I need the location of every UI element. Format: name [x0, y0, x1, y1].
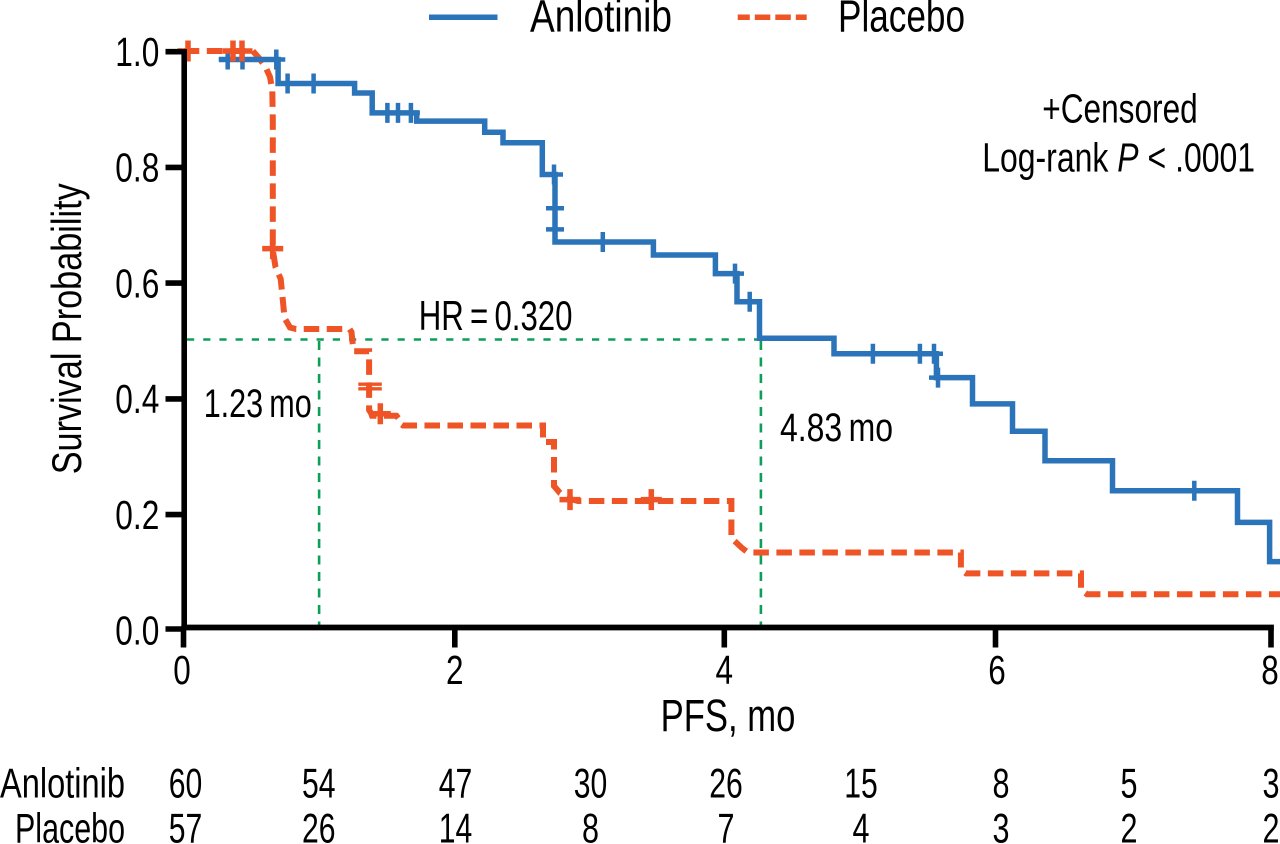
svg-text:Anlotinib: Anlotinib — [530, 0, 672, 42]
svg-text:6: 6 — [988, 647, 1006, 693]
svg-text:< .0001: < .0001 — [1148, 134, 1256, 180]
svg-text:54: 54 — [302, 760, 336, 807]
svg-text:57: 57 — [169, 805, 203, 844]
svg-text:P: P — [1117, 134, 1139, 180]
svg-text:3: 3 — [993, 805, 1010, 844]
svg-text:+Censored: +Censored — [1042, 86, 1197, 132]
svg-text:1.0: 1.0 — [115, 29, 159, 75]
svg-text:Anlotinib: Anlotinib — [0, 760, 125, 807]
svg-text:7: 7 — [718, 805, 735, 844]
svg-text:3: 3 — [1263, 760, 1280, 807]
svg-text:4: 4 — [716, 647, 734, 693]
svg-text:30: 30 — [574, 760, 608, 807]
svg-text:47: 47 — [439, 760, 473, 807]
svg-text:8: 8 — [582, 805, 599, 844]
svg-text:8: 8 — [993, 760, 1010, 807]
svg-text:Log-rank: Log-rank — [982, 134, 1109, 180]
svg-text:Survival Probability: Survival Probability — [43, 183, 90, 474]
svg-text:0.6: 0.6 — [115, 260, 159, 306]
svg-text:0.8: 0.8 — [115, 145, 159, 191]
svg-text:4.83 mo: 4.83 mo — [780, 406, 893, 450]
svg-text:2: 2 — [1263, 805, 1280, 844]
svg-text:0.2: 0.2 — [115, 492, 159, 538]
svg-text:4: 4 — [853, 805, 870, 844]
svg-text:0.4: 0.4 — [115, 376, 159, 422]
svg-text:2: 2 — [446, 647, 464, 693]
svg-text:0.0: 0.0 — [115, 608, 159, 654]
svg-text:HR = 0.320: HR = 0.320 — [419, 292, 573, 339]
svg-text:1.23 mo: 1.23 mo — [204, 382, 312, 426]
svg-text:2: 2 — [1121, 805, 1138, 844]
svg-text:PFS, mo: PFS, mo — [661, 690, 796, 741]
svg-text:Placebo: Placebo — [838, 0, 965, 42]
svg-text:15: 15 — [844, 760, 878, 807]
svg-text:26: 26 — [302, 805, 336, 844]
svg-text:14: 14 — [439, 805, 473, 844]
svg-text:Placebo: Placebo — [15, 805, 125, 844]
svg-text:5: 5 — [1121, 760, 1138, 807]
svg-text:0: 0 — [173, 647, 191, 693]
svg-text:60: 60 — [169, 760, 203, 807]
svg-text:26: 26 — [709, 760, 743, 807]
svg-text:8: 8 — [1261, 647, 1279, 693]
